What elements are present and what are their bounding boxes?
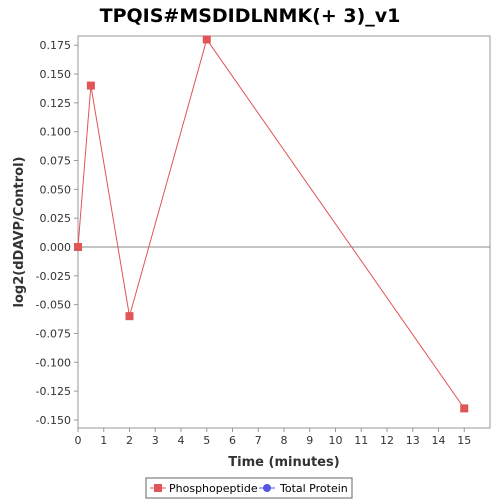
x-tick-label: 9 (306, 434, 313, 447)
x-tick-label: 7 (255, 434, 262, 447)
y-tick-label: -0.050 (36, 299, 71, 312)
y-tick-label: 0.050 (40, 183, 72, 196)
data-point-phosphopeptide (460, 404, 469, 413)
x-tick-label: 1 (100, 434, 107, 447)
x-tick-label: 14 (432, 434, 446, 447)
y-tick-label: 0.150 (40, 68, 72, 81)
x-tick-label: 2 (126, 434, 133, 447)
y-tick-label: 0.000 (40, 241, 72, 254)
y-tick-label: 0.075 (40, 155, 72, 168)
x-tick-label: 0 (75, 434, 82, 447)
legend-label-phosphopeptide: Phosphopeptide (169, 482, 258, 495)
x-tick-label: 13 (406, 434, 420, 447)
legend-marker-phosphopeptide (154, 484, 162, 492)
x-tick-label: 6 (229, 434, 236, 447)
x-tick-label: 12 (380, 434, 394, 447)
x-tick-label: 5 (203, 434, 210, 447)
legend-label-total-protein: Total Protein (279, 482, 348, 495)
data-point-phosphopeptide (125, 312, 134, 321)
y-axis: -0.150 -0.125 -0.100 -0.075 -0.050 -0.025 0.00… (36, 39, 78, 427)
y-axis-title: log2(dDAVP/Control) (12, 157, 27, 308)
x-tick-label: 15 (457, 434, 471, 447)
x-tick-label: 8 (281, 434, 288, 447)
data-point-phosphopeptide (74, 242, 82, 251)
legend-box (145, 477, 353, 499)
y-tick-label: 0.125 (40, 97, 72, 110)
x-tick-label: 4 (178, 434, 185, 447)
data-point-phosphopeptide (202, 35, 211, 44)
plot-area (77, 35, 491, 429)
y-tick-label: 0.100 (40, 126, 72, 139)
y-tick-label: -0.100 (36, 356, 71, 369)
y-tick-label: -0.125 (36, 385, 71, 398)
x-tick-label: 11 (354, 434, 368, 447)
y-tick-label: -0.150 (36, 414, 71, 427)
chart-title: TPQIS#MSDIDLNMK(+ 3)_v1 (100, 5, 401, 27)
y-tick-label: 0.025 (40, 212, 72, 225)
y-tick-label: -0.075 (36, 327, 71, 340)
legend-marker-total-protein (263, 484, 271, 492)
x-axis: 0 1 2 3 4 5 6 7 8 9 10 11 12 13 14 15 (75, 428, 471, 447)
data-point-phosphopeptide (86, 81, 95, 90)
y-tick-label: 0.175 (40, 39, 72, 52)
x-tick-label: 10 (329, 434, 343, 447)
series-layer (74, 35, 469, 413)
legend: Phosphopeptide Total Protein (145, 477, 353, 499)
x-axis-title: Time (minutes) (228, 455, 339, 470)
y-tick-label: -0.025 (36, 270, 71, 283)
x-tick-label: 3 (152, 434, 159, 447)
